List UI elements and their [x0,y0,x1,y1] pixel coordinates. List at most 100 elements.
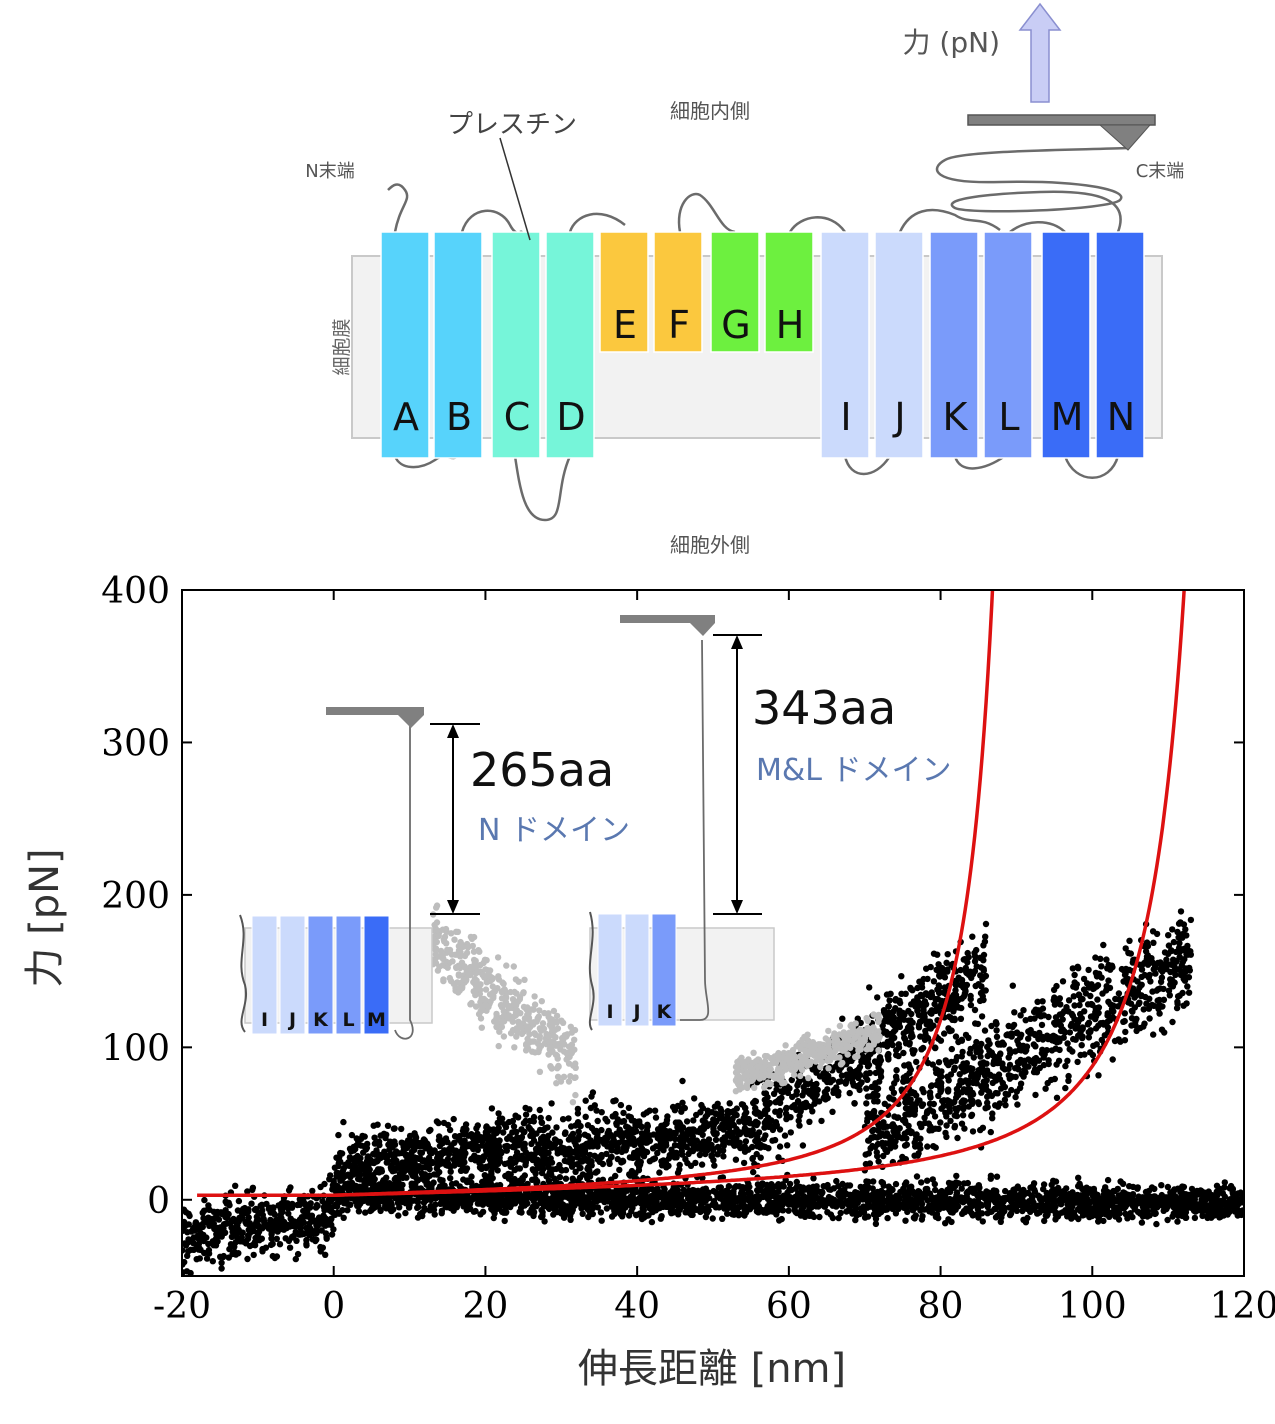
helix-label-k: K [943,395,969,439]
data-point [786,1187,793,1194]
data-point [227,1241,235,1248]
data-point [742,1138,750,1145]
data-point [586,1151,594,1159]
data-point [806,1090,813,1097]
data-point [512,1194,519,1202]
data-point [241,1204,248,1212]
data-point [612,1097,619,1104]
data-point [194,1232,202,1239]
data-point [1034,1210,1042,1217]
data-point [833,1199,840,1206]
data-point [917,991,925,999]
data-point [882,1011,889,1018]
data-point [415,1203,422,1211]
data-point [874,1188,881,1196]
data-point [268,1228,275,1236]
data-point [625,1113,632,1120]
data-point [340,1165,347,1172]
data-point [461,1167,469,1174]
data-point [322,1251,329,1259]
data-point [678,1108,685,1115]
data-point [374,1200,381,1207]
data-point [381,1148,388,1155]
data-point [520,1145,527,1152]
data-point [450,1115,457,1123]
data-point [510,1143,517,1151]
data-point [383,1159,390,1166]
data-point [557,1166,565,1173]
data-point [1198,1196,1205,1203]
data-point [892,1005,899,1012]
data-point [567,1212,574,1220]
data-point [829,1108,836,1116]
data-point [393,1157,400,1165]
data-point [702,1150,709,1158]
data-point [702,1213,710,1221]
data-point [355,1208,363,1215]
data-point [973,946,980,954]
data-point [1074,1191,1081,1199]
data-point [1057,1191,1065,1198]
data-point [208,1239,215,1247]
data-point [331,1164,339,1171]
data-point [901,1181,909,1188]
helix-label-n: N [1107,395,1135,439]
data-point [714,1143,722,1151]
data-point [616,1166,623,1174]
data-point [287,1184,294,1191]
data-point [725,1192,733,1199]
data-point [629,1154,637,1162]
data-point [880,1182,887,1189]
data-point [569,1132,576,1139]
membrane-diagram: 細胞膜 A B C DE F G HI J K L M N 力 (pN) 細胞内側 細胞外側 N末端 … [305,2,1184,557]
data-point [714,1100,721,1108]
data-point [1038,1197,1045,1205]
helix-label-j: J [892,395,905,439]
data-point [614,1193,621,1200]
helix-label-g: G [721,303,750,347]
data-point [963,1189,970,1197]
data-point [799,1201,806,1208]
data-point [967,1201,974,1208]
data-point [248,1200,255,1207]
data-point [941,1195,948,1203]
data-point [839,1015,846,1022]
data-point [778,1215,785,1223]
data-point [1043,1212,1051,1219]
data-point [690,1117,697,1124]
data-point [599,1160,607,1168]
data-point [331,1211,339,1219]
data-point [945,1179,953,1187]
helix-b [433,231,483,459]
data-point [419,1164,426,1171]
data-point [256,1210,263,1217]
data-point [779,1207,787,1214]
data-point [669,1187,676,1194]
data-point [1029,1197,1036,1204]
data-point [702,1205,709,1213]
data-point [941,1030,948,1037]
data-point [312,1237,319,1245]
data-point [510,1181,518,1188]
data-point [522,1161,529,1169]
data-point [383,1174,390,1181]
data-point [427,1196,435,1204]
data-point [772,1108,779,1115]
data-point [526,1209,533,1216]
data-point [770,1090,778,1098]
data-point [693,1111,700,1119]
data-point [657,1145,664,1152]
data-point [255,1216,262,1224]
data-point [377,1206,384,1214]
data-point [762,1132,769,1139]
data-point [623,1195,631,1203]
data-point [1226,1203,1233,1210]
data-point [930,950,938,957]
data-point [845,1207,853,1214]
data-point [406,1201,413,1208]
data-point [1206,1201,1214,1209]
data-point [662,1191,669,1199]
data-point [418,1142,425,1150]
data-point [1148,1184,1156,1191]
data-point [745,1193,752,1201]
